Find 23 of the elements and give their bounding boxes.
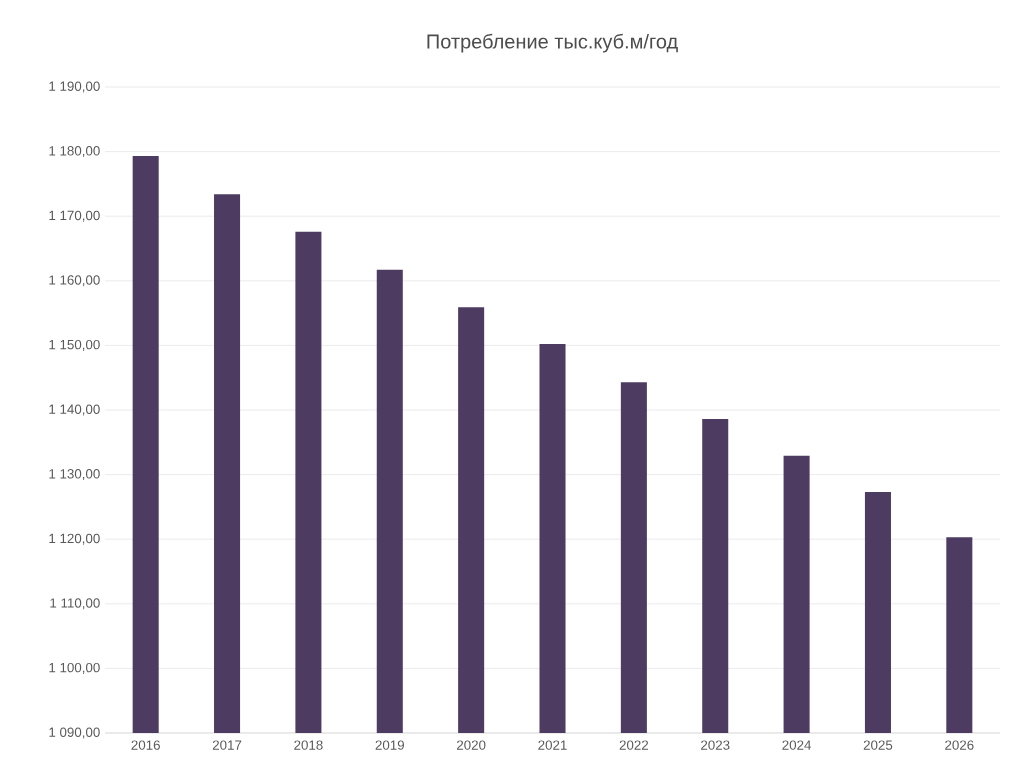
x-tick-label: 2026 (945, 740, 974, 750)
y-tick-label: 1 120,00 (49, 533, 100, 545)
y-tick-label: 1 100,00 (49, 662, 100, 674)
x-tick-label: 2024 (782, 740, 812, 750)
y-tick-label: 1 140,00 (49, 404, 100, 416)
y-tick-label: 1 160,00 (49, 275, 100, 287)
x-tick-label: 2025 (863, 740, 893, 750)
x-tick-label: 2020 (456, 740, 486, 750)
y-tick-label: 1 130,00 (49, 469, 100, 481)
y-tick-label: 1 150,00 (49, 339, 100, 351)
x-tick-label: 2018 (294, 740, 323, 750)
y-tick-label: 1 190,00 (49, 81, 100, 93)
y-tick-label: 1 110,00 (50, 598, 100, 610)
x-tick-label: 2023 (701, 740, 730, 750)
x-tick-label: 2019 (375, 740, 404, 750)
x-tick-label: 2022 (619, 740, 649, 750)
x-tick-label: 2017 (212, 740, 242, 750)
y-tick-label: 1 170,00 (49, 210, 100, 222)
x-tick-label: 2016 (131, 740, 160, 750)
chart-title: Потребление тыс.куб.м/год (427, 33, 678, 53)
y-tick-label: 1 090,00 (49, 727, 100, 739)
y-tick-label: 1 180,00 (49, 146, 100, 158)
x-tick-label: 2021 (538, 740, 567, 750)
